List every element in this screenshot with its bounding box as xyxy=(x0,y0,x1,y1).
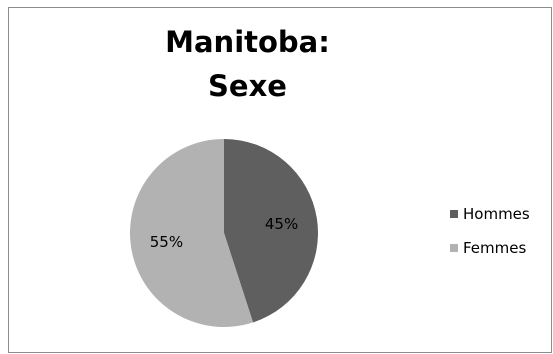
chart-title-line-2: Sexe xyxy=(208,69,287,103)
pie-slice-femmes xyxy=(129,139,254,328)
chart-title-line-1: Manitoba: xyxy=(165,25,330,59)
legend-swatch-femmes xyxy=(450,243,458,252)
legend-item-hommes: Hommes xyxy=(450,204,530,223)
legend-item-femmes: Femmes xyxy=(450,238,530,257)
data-label-hommes: 45% xyxy=(265,215,298,233)
legend-swatch-hommes xyxy=(450,209,458,218)
legend: Hommes Femmes xyxy=(450,205,530,273)
legend-label-femmes: Femmes xyxy=(463,238,527,257)
data-label-femmes: 55% xyxy=(150,233,183,251)
legend-label-hommes: Hommes xyxy=(463,204,530,223)
pie-slice-hommes xyxy=(224,139,318,323)
